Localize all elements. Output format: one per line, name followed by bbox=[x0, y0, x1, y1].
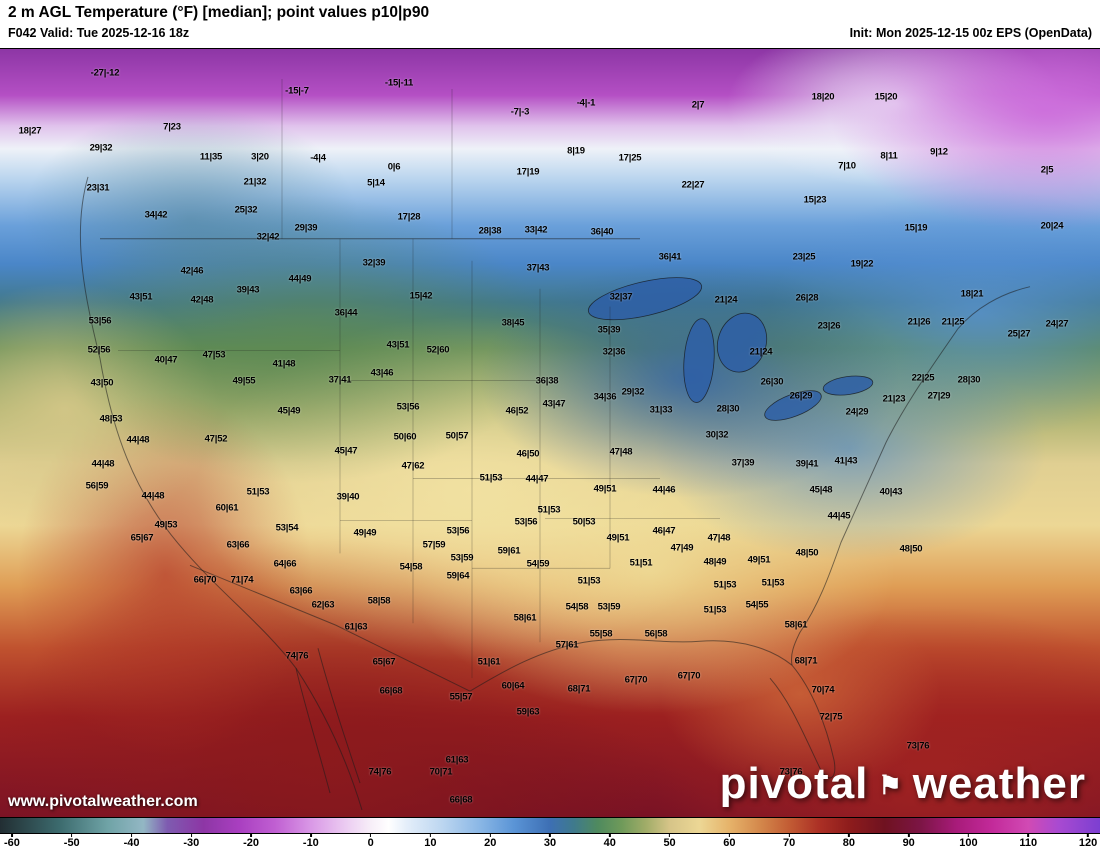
colorbar-tick: 60 bbox=[723, 834, 735, 849]
brand-word-pivotal: pivotal bbox=[719, 759, 869, 808]
header: 2 m AGL Temperature (°F) [median]; point… bbox=[0, 0, 1100, 48]
colorbar-tick: 50 bbox=[663, 834, 676, 849]
lake-erie bbox=[764, 390, 822, 421]
coastline-west bbox=[79, 176, 363, 811]
colorbar-tick: -10 bbox=[303, 834, 319, 849]
colorbar-tick: 70 bbox=[783, 834, 795, 849]
colorbar-tick: 0 bbox=[368, 834, 374, 849]
colorbar-tick: 30 bbox=[544, 834, 556, 849]
baja-coast bbox=[295, 668, 331, 794]
map-title: 2 m AGL Temperature (°F) [median]; point… bbox=[8, 4, 430, 21]
lake-ontario bbox=[822, 375, 874, 396]
colorbar-tick: 80 bbox=[843, 834, 855, 849]
site-watermark: www.pivotalweather.com bbox=[8, 793, 198, 810]
meta-row: F042 Valid: Tue 2025-12-16 18z Init: Mon… bbox=[8, 26, 1092, 40]
map-borders bbox=[79, 78, 1031, 811]
colorbar-ticks: -60 -50 -40 -30 -20 -10 0 10 20 30 40 50 60 70 80 90 100… bbox=[0, 834, 1100, 850]
title-row: 2 m AGL Temperature (°F) [median]; point… bbox=[8, 3, 1092, 23]
brand-logo: pivotal ⚑ weather bbox=[720, 759, 1086, 809]
lake-superior bbox=[587, 277, 703, 321]
colorbar-tick: 10 bbox=[424, 834, 437, 849]
colorbar-tick: -20 bbox=[243, 834, 259, 849]
lake-michigan bbox=[683, 318, 715, 403]
colorbar-tick: 120 bbox=[1079, 834, 1097, 849]
st-lawrence-coast bbox=[957, 286, 1031, 329]
east-coast bbox=[791, 328, 959, 666]
colorbar-tick: 40 bbox=[604, 834, 616, 849]
us-mexico-border bbox=[189, 564, 471, 692]
temperature-field bbox=[0, 49, 1100, 817]
colorbar-tick: 100 bbox=[959, 834, 978, 849]
colorbar: -60 -50 -40 -30 -20 -10 0 10 20 30 40 50 60 70 80 90 100… bbox=[0, 817, 1100, 850]
gulf-of-california bbox=[317, 648, 361, 784]
colorbar-tick: -30 bbox=[183, 834, 199, 849]
init-time: Init: Mon 2025-12-15 00z EPS (OpenData) bbox=[849, 26, 1092, 40]
colorbar-tick: -40 bbox=[124, 834, 139, 849]
colorbar-tick: -50 bbox=[64, 834, 80, 849]
brand-word-weather: weather bbox=[912, 759, 1086, 808]
colorbar-tick: 110 bbox=[1019, 834, 1037, 849]
gulf-coast bbox=[469, 639, 836, 779]
lake-huron bbox=[716, 312, 768, 373]
valid-time: F042 Valid: Tue 2025-12-16 18z bbox=[8, 26, 190, 40]
map-canvas: www.pivotalweather.com pivotal ⚑ weather bbox=[0, 48, 1100, 817]
colorbar-tick: 90 bbox=[903, 834, 915, 849]
colorbar-tick: -60 bbox=[4, 834, 20, 849]
flag-icon: ⚑ bbox=[878, 770, 903, 800]
colorbar-gradient bbox=[0, 817, 1100, 834]
state-borders bbox=[118, 78, 720, 679]
colorbar-tick: 20 bbox=[484, 834, 496, 849]
